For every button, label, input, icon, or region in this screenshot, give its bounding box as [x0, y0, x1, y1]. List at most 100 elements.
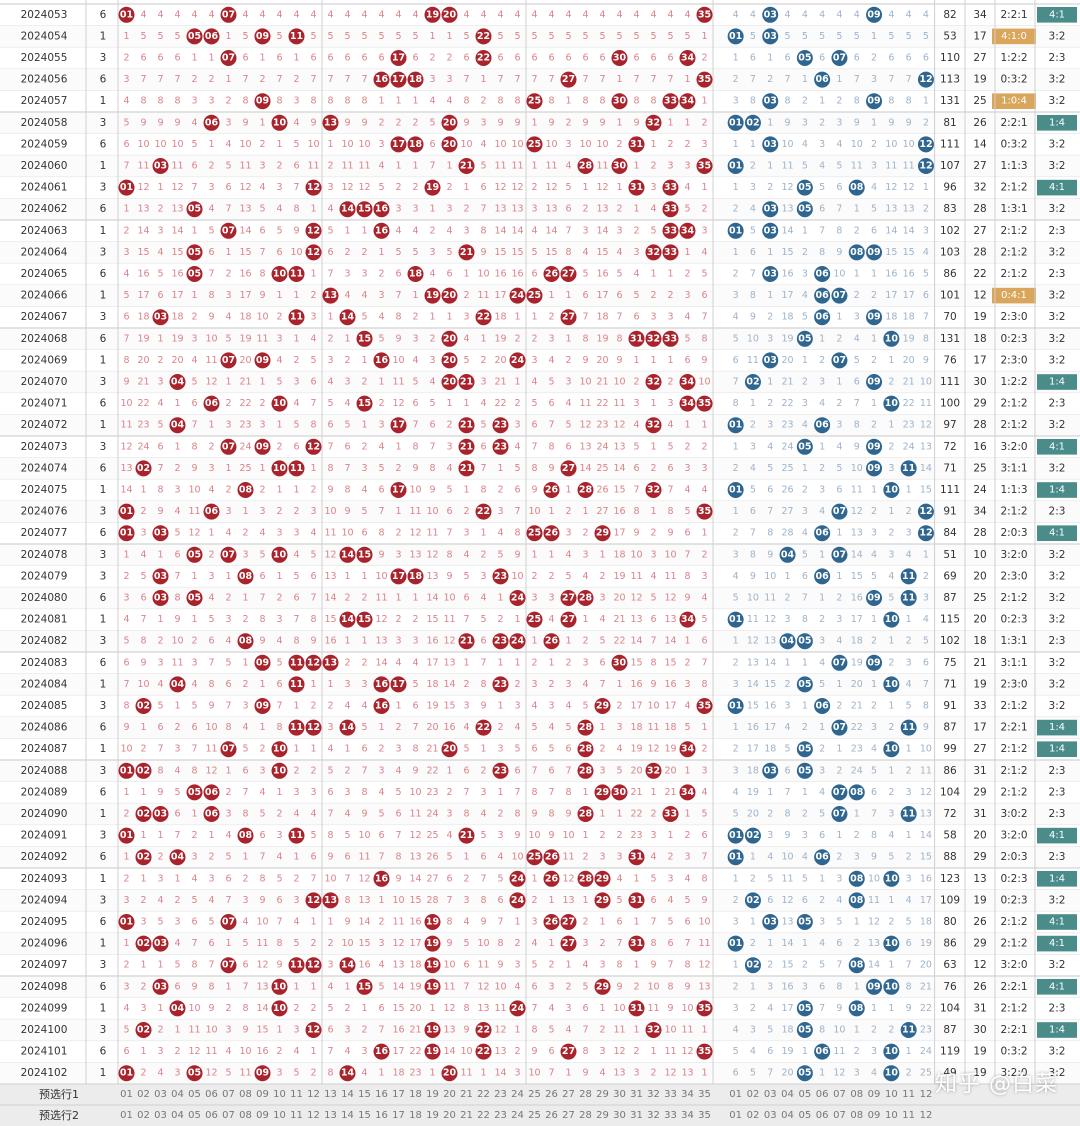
preselect-back-number[interactable]: 05: [798, 1089, 811, 1100]
preselect-front-number[interactable]: 29: [596, 1110, 609, 1121]
preselect-front-number[interactable]: 30: [613, 1089, 626, 1100]
preselect-front-number[interactable]: 24: [511, 1110, 524, 1121]
preselect-front-number[interactable]: 18: [409, 1110, 422, 1121]
preselect-front-number[interactable]: 28: [579, 1089, 592, 1100]
preselect-back-number[interactable]: 04: [781, 1089, 794, 1100]
miss-count: 6: [497, 53, 503, 64]
preselect-front-number[interactable]: 01: [120, 1110, 133, 1121]
preselect-back-number[interactable]: 01: [729, 1089, 742, 1100]
preselect-front-number[interactable]: 27: [562, 1089, 575, 1100]
preselect-front-number[interactable]: 11: [290, 1089, 303, 1100]
preselect-front-number[interactable]: 10: [273, 1089, 286, 1100]
miss-count: 3: [854, 312, 860, 323]
preselect-front-number[interactable]: 09: [256, 1089, 269, 1100]
preselect-back-number[interactable]: 01: [729, 1110, 742, 1121]
preselect-back-number[interactable]: 08: [850, 1110, 863, 1121]
preselect-front-number[interactable]: 26: [545, 1089, 558, 1100]
preselect-front-number[interactable]: 20: [443, 1110, 456, 1121]
preselect-front-number[interactable]: 09: [256, 1110, 269, 1121]
preselect-back-number[interactable]: 12: [920, 1089, 933, 1100]
preselect-back-number[interactable]: 09: [868, 1110, 881, 1121]
preselect-back-number[interactable]: 11: [902, 1110, 915, 1121]
preselect-front-number[interactable]: 17: [392, 1089, 405, 1100]
preselect-front-number[interactable]: 02: [137, 1110, 150, 1121]
preselect-front-number[interactable]: 14: [341, 1089, 354, 1100]
preselect-front-number[interactable]: 21: [460, 1089, 473, 1100]
preselect-front-number[interactable]: 17: [392, 1110, 405, 1121]
preselect-front-number[interactable]: 14: [341, 1110, 354, 1121]
preselect-back-number[interactable]: 02: [747, 1110, 760, 1121]
preselect-front-number[interactable]: 33: [664, 1110, 677, 1121]
preselect-front-number[interactable]: 19: [426, 1089, 439, 1100]
preselect-front-number[interactable]: 13: [324, 1110, 337, 1121]
preselect-front-number[interactable]: 29: [596, 1089, 609, 1100]
preselect-front-number[interactable]: 06: [205, 1110, 218, 1121]
preselect-front-number[interactable]: 25: [528, 1089, 541, 1100]
front-ball-label: 17: [392, 139, 405, 150]
preselect-back-number[interactable]: 06: [816, 1089, 829, 1100]
preselect-back-number[interactable]: 06: [816, 1110, 829, 1121]
preselect-row[interactable]: 预选行2 01 02 03 04 05 06 07 08 09 10 11 12 13 14 15 16 17 18…: [0, 1104, 1080, 1126]
preselect-front-number[interactable]: 06: [205, 1089, 218, 1100]
preselect-front-number[interactable]: 24: [511, 1089, 524, 1100]
preselect-back-number[interactable]: 04: [781, 1110, 794, 1121]
preselect-back-number[interactable]: 11: [902, 1089, 915, 1100]
preselect-front-number[interactable]: 31: [630, 1110, 643, 1121]
preselect-front-number[interactable]: 05: [188, 1110, 201, 1121]
preselect-front-number[interactable]: 03: [154, 1089, 167, 1100]
preselect-back-number[interactable]: 05: [798, 1110, 811, 1121]
preselect-front-number[interactable]: 15: [358, 1110, 371, 1121]
preselect-front-number[interactable]: 16: [375, 1110, 388, 1121]
preselect-front-number[interactable]: 05: [188, 1089, 201, 1100]
preselect-front-number[interactable]: 16: [375, 1089, 388, 1100]
preselect-front-number[interactable]: 22: [477, 1110, 490, 1121]
preselect-front-number[interactable]: 34: [681, 1089, 694, 1100]
preselect-front-number[interactable]: 28: [579, 1110, 592, 1121]
preselect-back-number[interactable]: 03: [764, 1089, 777, 1100]
preselect-front-number[interactable]: 07: [222, 1110, 235, 1121]
preselect-front-number[interactable]: 13: [324, 1089, 337, 1100]
preselect-front-number[interactable]: 04: [171, 1110, 184, 1121]
preselect-front-number[interactable]: 07: [222, 1089, 235, 1100]
preselect-front-number[interactable]: 08: [239, 1110, 252, 1121]
preselect-back-number[interactable]: 09: [868, 1089, 881, 1100]
preselect-front-number[interactable]: 31: [630, 1089, 643, 1100]
preselect-front-number[interactable]: 08: [239, 1089, 252, 1100]
preselect-front-number[interactable]: 18: [409, 1089, 422, 1100]
preselect-front-number[interactable]: 02: [137, 1089, 150, 1100]
preselect-front-number[interactable]: 11: [290, 1110, 303, 1121]
preselect-front-number[interactable]: 25: [528, 1110, 541, 1121]
preselect-back-number[interactable]: 08: [850, 1089, 863, 1100]
preselect-front-number[interactable]: 12: [307, 1110, 320, 1121]
preselect-front-number[interactable]: 20: [443, 1089, 456, 1100]
preselect-front-number[interactable]: 35: [698, 1089, 711, 1100]
preselect-back-number[interactable]: 07: [833, 1089, 846, 1100]
preselect-back-number[interactable]: 10: [885, 1110, 898, 1121]
preselect-front-number[interactable]: 12: [307, 1089, 320, 1100]
preselect-front-number[interactable]: 30: [613, 1110, 626, 1121]
preselect-front-number[interactable]: 32: [647, 1089, 660, 1100]
preselect-front-number[interactable]: 27: [562, 1110, 575, 1121]
preselect-front-number[interactable]: 19: [426, 1110, 439, 1121]
preselect-front-number[interactable]: 10: [273, 1110, 286, 1121]
preselect-back-number[interactable]: 03: [764, 1110, 777, 1121]
preselect-front-number[interactable]: 22: [477, 1089, 490, 1100]
preselect-front-number[interactable]: 01: [120, 1089, 133, 1100]
preselect-front-number[interactable]: 34: [681, 1110, 694, 1121]
preselect-front-number[interactable]: 26: [545, 1110, 558, 1121]
preselect-back-number[interactable]: 12: [920, 1110, 933, 1121]
preselect-front-number[interactable]: 04: [171, 1089, 184, 1100]
miss-count: 2: [650, 528, 656, 539]
preselect-front-number[interactable]: 03: [154, 1110, 167, 1121]
preselect-front-number[interactable]: 32: [647, 1110, 660, 1121]
preselect-front-number[interactable]: 35: [698, 1110, 711, 1121]
preselect-row[interactable]: 预选行1 01 02 03 04 05 06 07 08 09 10 11 12 13 14 15 16 17 18…: [0, 1083, 1080, 1105]
preselect-back-number[interactable]: 07: [833, 1110, 846, 1121]
preselect-front-number[interactable]: 23: [494, 1089, 507, 1100]
preselect-front-number[interactable]: 33: [664, 1089, 677, 1100]
preselect-back-number[interactable]: 02: [747, 1089, 760, 1100]
preselect-front-number[interactable]: 21: [460, 1110, 473, 1121]
preselect-front-number[interactable]: 15: [358, 1089, 371, 1100]
preselect-back-number[interactable]: 10: [885, 1089, 898, 1100]
preselect-front-number[interactable]: 23: [494, 1110, 507, 1121]
